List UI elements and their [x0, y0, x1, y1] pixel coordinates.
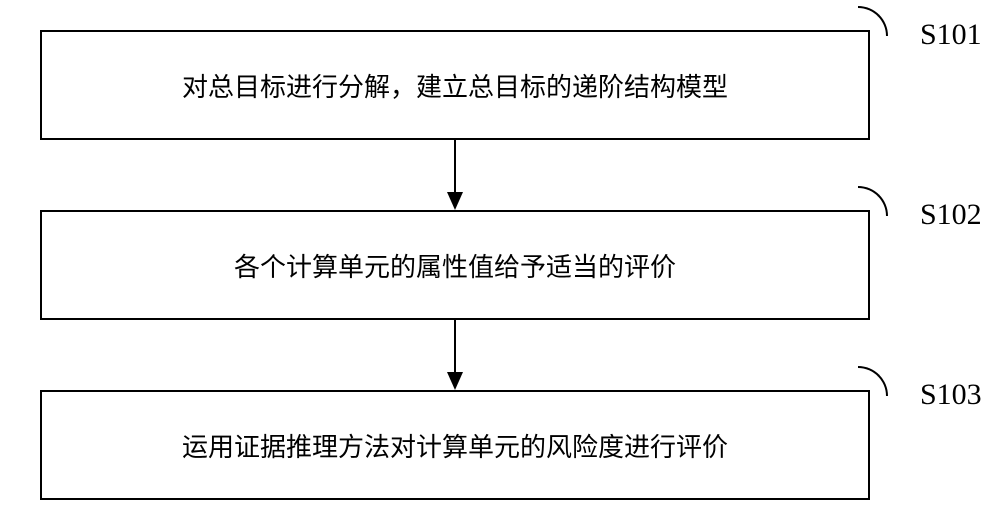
- flowchart-arrow-head: [447, 372, 463, 390]
- callout-curve: [858, 366, 888, 396]
- flowchart-node-label: S101: [920, 18, 982, 52]
- callout-curve: [858, 6, 888, 36]
- flowchart-arrow-line: [454, 320, 456, 374]
- flowchart-arrow-line: [454, 140, 456, 194]
- flowchart-node-label: S103: [920, 378, 982, 412]
- flowchart-node-s102: 各个计算单元的属性值给予适当的评价: [40, 210, 870, 320]
- flowchart-arrow-head: [447, 192, 463, 210]
- flowchart-node-text: 对总目标进行分解，建立总目标的递阶结构模型: [182, 67, 728, 104]
- flowchart-node-text: 各个计算单元的属性值给予适当的评价: [234, 247, 676, 284]
- callout-curve: [858, 186, 888, 216]
- flowchart-node-s101: 对总目标进行分解，建立总目标的递阶结构模型: [40, 30, 870, 140]
- flowchart-node-label: S102: [920, 198, 982, 232]
- flowchart-node-text: 运用证据推理方法对计算单元的风险度进行评价: [182, 427, 728, 464]
- flowchart-node-s103: 运用证据推理方法对计算单元的风险度进行评价: [40, 390, 870, 500]
